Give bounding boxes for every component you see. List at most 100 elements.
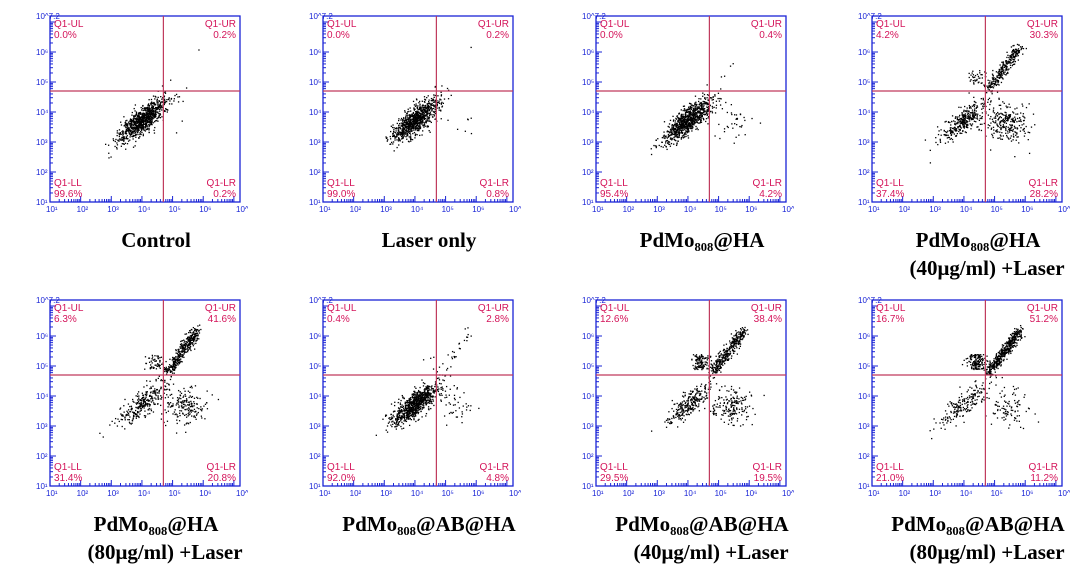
- event-dot: [668, 135, 669, 136]
- event-dot: [675, 120, 676, 121]
- event-dot: [138, 129, 139, 130]
- event-dot: [199, 398, 200, 399]
- event-dot: [988, 127, 989, 128]
- event-dot: [127, 143, 128, 144]
- event-dot: [150, 392, 151, 393]
- event-dot: [138, 137, 139, 138]
- event-dot: [419, 109, 420, 110]
- event-dot: [426, 97, 427, 98]
- event-dot: [160, 117, 161, 118]
- event-dot: [138, 112, 139, 113]
- event-dot: [143, 121, 144, 122]
- event-dot: [724, 128, 725, 129]
- event-dot: [1010, 121, 1011, 122]
- event-dot: [174, 95, 175, 96]
- event-dot: [708, 100, 709, 101]
- event-dot: [114, 423, 115, 424]
- event-dot: [136, 111, 137, 112]
- event-dot: [670, 120, 671, 121]
- event-dot: [987, 80, 988, 81]
- event-dot: [424, 122, 425, 123]
- event-dot: [1018, 51, 1019, 52]
- event-dot: [405, 132, 406, 133]
- event-dot: [402, 131, 403, 132]
- event-dot: [150, 111, 151, 112]
- x-tick-label: 10⁶: [745, 205, 757, 214]
- event-dot: [671, 131, 672, 132]
- event-dot: [413, 123, 414, 124]
- event-dot: [124, 411, 125, 412]
- event-dot: [993, 133, 994, 134]
- event-dot: [431, 104, 432, 105]
- event-dot: [141, 109, 142, 110]
- event-dot: [415, 103, 416, 104]
- event-dot: [706, 118, 707, 119]
- event-dot: [159, 392, 160, 393]
- event-dot: [420, 116, 421, 117]
- event-dot: [738, 134, 739, 135]
- event-dot: [178, 404, 179, 405]
- event-dot: [115, 139, 116, 140]
- event-dot: [1002, 67, 1003, 68]
- event-dot: [967, 124, 968, 125]
- event-dot: [195, 411, 196, 412]
- event-dot: [147, 409, 148, 410]
- event-dot: [176, 132, 177, 133]
- event-dot: [679, 132, 680, 133]
- event-dot: [184, 342, 185, 343]
- event-dot: [1018, 48, 1019, 49]
- event-dot: [958, 131, 959, 132]
- event-dot: [407, 113, 408, 114]
- event-dot: [189, 408, 190, 409]
- event-dot: [951, 121, 952, 122]
- scatter-plot: 10¹10²10³10⁴10⁵10⁶10^7.210¹10²10³10⁴10⁵1…: [36, 12, 248, 224]
- event-dot: [948, 141, 949, 142]
- event-dot: [417, 105, 418, 106]
- event-dot: [178, 407, 179, 408]
- event-dot: [146, 380, 147, 381]
- event-dot: [178, 399, 179, 400]
- event-dot: [696, 115, 697, 116]
- event-dot: [993, 121, 994, 122]
- event-dot: [969, 73, 970, 74]
- event-dot: [117, 132, 118, 133]
- event-dot: [1015, 135, 1016, 136]
- event-dot: [1017, 113, 1018, 114]
- event-dot: [683, 119, 684, 120]
- event-dot: [156, 109, 157, 110]
- event-dot: [409, 122, 410, 123]
- event-dot: [681, 109, 682, 110]
- event-dot: [995, 78, 996, 79]
- event-dot: [418, 123, 419, 124]
- event-dot: [1024, 133, 1025, 134]
- event-dot: [715, 112, 716, 113]
- event-dot: [734, 123, 735, 124]
- event-dot: [703, 118, 704, 119]
- event-dot: [702, 108, 703, 109]
- event-dot: [183, 406, 184, 407]
- event-dot: [149, 388, 150, 389]
- event-dot: [426, 114, 427, 115]
- event-dot: [144, 400, 145, 401]
- event-dot: [707, 107, 708, 108]
- event-dot: [1005, 66, 1006, 67]
- event-dot: [740, 113, 741, 114]
- event-dot: [409, 136, 410, 137]
- event-dot: [700, 117, 701, 118]
- event-dot: [155, 395, 156, 396]
- event-dot: [1011, 130, 1012, 131]
- event-dot: [973, 115, 974, 116]
- event-dot: [1010, 57, 1011, 58]
- event-dot: [205, 404, 206, 405]
- event-dot: [696, 104, 697, 105]
- event-dot: [154, 114, 155, 115]
- event-dot: [704, 111, 705, 112]
- event-dot: [705, 99, 706, 100]
- event-dot: [691, 123, 692, 124]
- event-dot: [134, 135, 135, 136]
- panel-caption: PdMo₈₀₈@HA(40μg/ml) +Laser: [858, 226, 1086, 282]
- event-dot: [178, 101, 179, 102]
- event-dot: [120, 413, 121, 414]
- quadrant-lr-label: Q1-LR: [1029, 178, 1058, 189]
- event-dot: [1009, 131, 1010, 132]
